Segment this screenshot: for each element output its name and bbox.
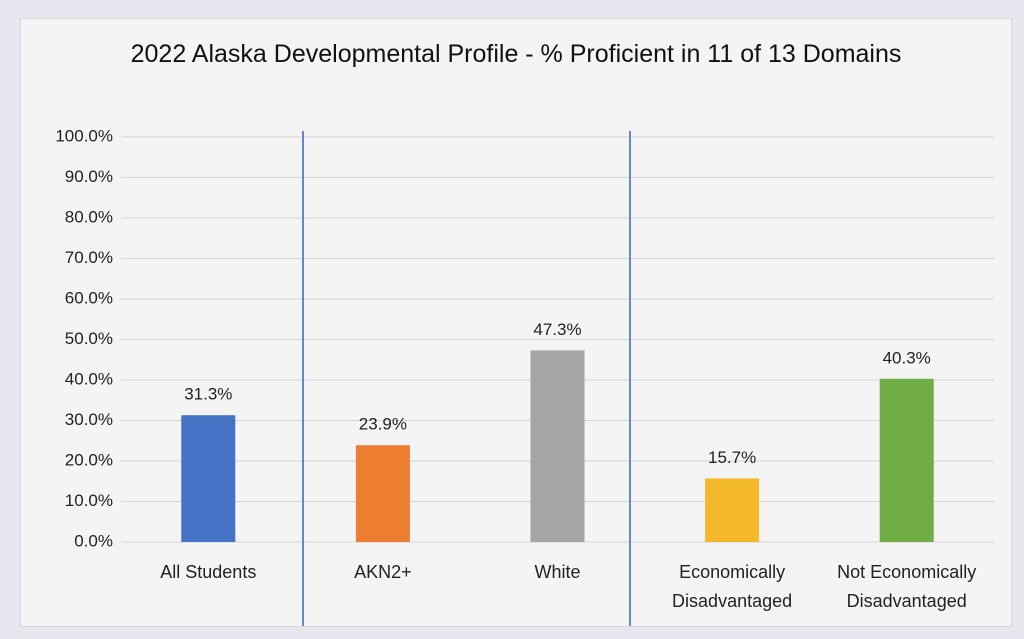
y-tick-label: 10.0% [65,491,113,510]
y-tick-label: 50.0% [65,329,113,348]
bar [879,378,934,542]
x-tick-label: White [534,562,581,582]
y-tick-label: 60.0% [65,288,113,307]
x-tick-label: AKN2+ [354,562,412,582]
value-label: 23.9% [359,415,407,434]
value-label: 40.3% [883,348,931,367]
y-tick-label: 80.0% [65,207,113,226]
y-tick-label: 100.0% [55,126,113,145]
chart-frame: 0.0% 10.0% 20.0% 30.0% 40.0% 50.0% 60.0% 70.0% 8… [20,18,1012,627]
y-tick-label: 70.0% [65,248,113,267]
y-tick-label: 0.0% [74,531,113,550]
chart: 0.0% 10.0% 20.0% 30.0% 40.0% 50.0% 60.0% 70.0% 8… [55,126,994,626]
value-label: 47.3% [533,320,581,339]
bar [530,350,585,542]
bar [355,445,410,542]
value-label: 31.3% [184,385,232,404]
x-tick-label: All Students [160,562,257,582]
y-tick-label: 90.0% [65,167,113,186]
bar [705,478,760,542]
y-tick-label: 30.0% [65,410,113,429]
y-tick-label: 40.0% [65,369,113,388]
bar [181,415,236,542]
chart-title: 2022 Alaska Developmental Profile - % Pr… [130,40,902,68]
x-tick-label: Economically Disadvantaged [672,562,793,611]
value-label: 15.7% [708,448,756,467]
y-tick-label: 20.0% [65,450,113,469]
x-tick-label: Not Economically Disadvantaged [837,562,977,611]
